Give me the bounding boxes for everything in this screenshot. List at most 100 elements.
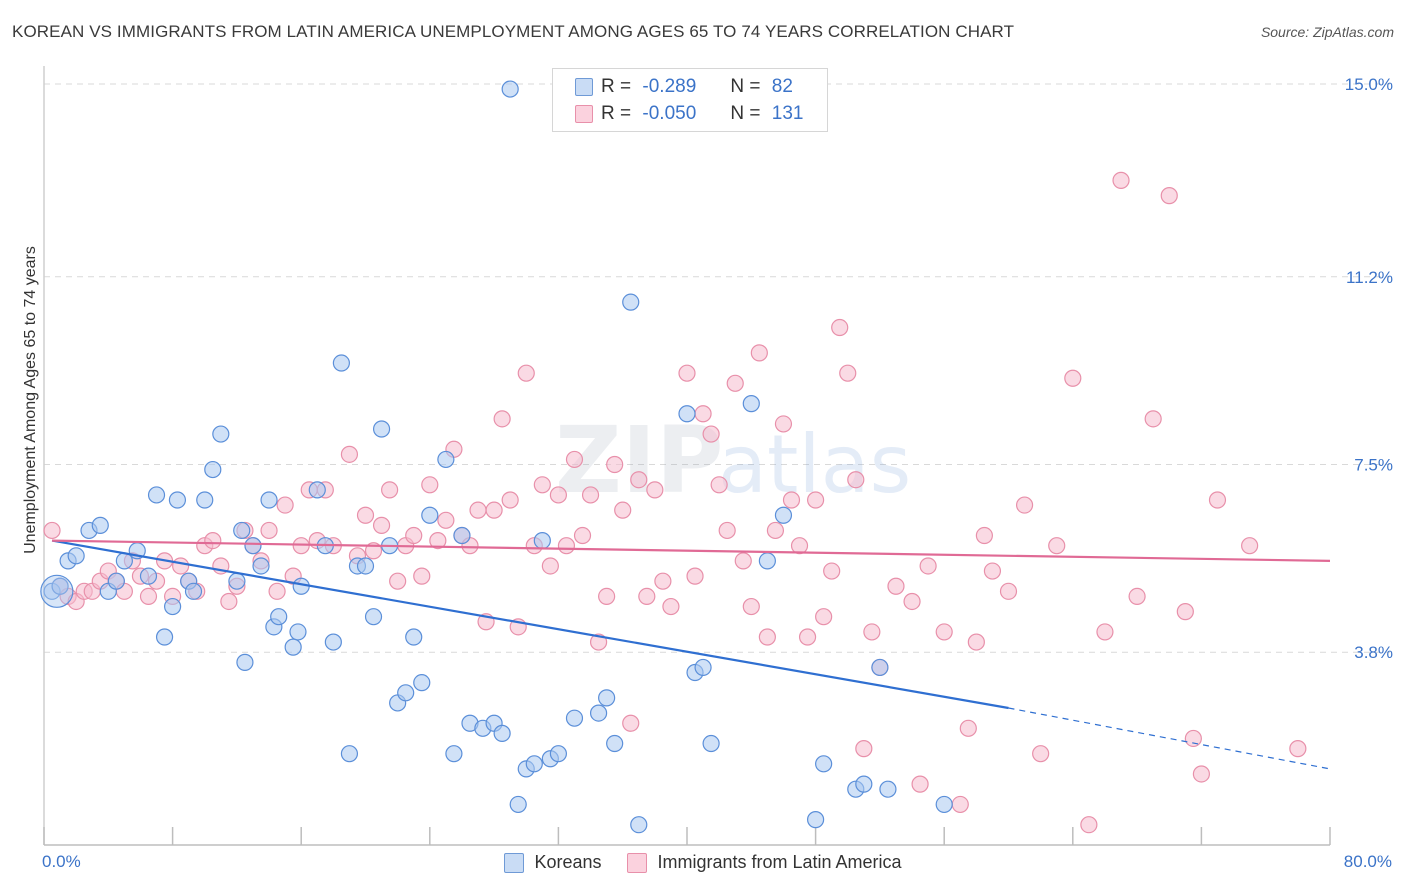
korean-point	[67, 547, 85, 565]
latin-point	[919, 557, 937, 575]
korean-point	[871, 658, 889, 677]
korean-point	[622, 293, 640, 311]
latin-point	[718, 521, 736, 540]
korean-point	[147, 486, 166, 504]
latin-point	[437, 511, 455, 529]
korean-trend-line	[51, 539, 1009, 710]
korean-trend-extension	[1008, 707, 1331, 770]
latin-point	[999, 582, 1018, 600]
latin-point	[485, 501, 503, 519]
korean-point	[356, 557, 375, 575]
latin-point	[678, 364, 696, 382]
latin-point	[581, 486, 600, 504]
korean-point	[184, 582, 203, 600]
latin-point	[557, 537, 576, 555]
korean-point	[598, 689, 616, 707]
latin-point	[847, 471, 865, 489]
watermark: ZIP atlas	[555, 407, 911, 514]
latin-point	[935, 623, 953, 641]
latin-r-label: R =	[601, 103, 632, 124]
y-tick-label: 11.2%	[1346, 268, 1393, 287]
latin-point	[606, 455, 624, 474]
latin-point	[806, 491, 825, 509]
latin-point	[646, 481, 664, 499]
korean-point	[855, 775, 873, 793]
latin-point	[798, 628, 817, 646]
legend-item-koreans: Koreans	[504, 852, 601, 873]
latin-point	[381, 481, 399, 499]
korean-point	[244, 537, 262, 555]
axes	[43, 66, 1331, 846]
korean-point	[164, 597, 182, 616]
korean-point	[421, 506, 439, 524]
korean-point	[284, 638, 302, 656]
latin-point	[782, 491, 801, 509]
y-tick-label: 7.5%	[1354, 456, 1393, 475]
korean-point	[397, 684, 415, 702]
latin-point	[911, 775, 929, 793]
y-axis-label-wrap: Unemployment Among Ages 65 to 74 years	[18, 120, 44, 680]
latin-point	[831, 318, 849, 337]
y-axis-label: Unemployment Among Ages 65 to 74 years	[22, 246, 39, 554]
latin-point	[276, 496, 294, 514]
legend-row-korean: R = -0.289 N = 82	[553, 74, 793, 100]
korean-point	[236, 653, 254, 671]
latin-point	[429, 531, 447, 550]
latin-point	[1208, 491, 1227, 509]
korean-swatch	[575, 78, 593, 96]
korean-r-label: R =	[601, 76, 632, 97]
korean-point	[493, 724, 511, 742]
latin-point	[1184, 729, 1202, 748]
korean-point	[340, 745, 359, 763]
korean-point	[678, 405, 696, 423]
latin-point	[565, 450, 584, 469]
latin-point	[1064, 369, 1082, 387]
korean-point	[91, 516, 109, 534]
series-legend: Koreans Immigrants from Latin America	[0, 852, 1406, 873]
latin-point	[734, 552, 752, 570]
legend-item-latin-america: Immigrants from Latin America	[627, 852, 902, 873]
latin-point	[959, 719, 977, 737]
latin-point	[710, 476, 728, 494]
latin-point	[389, 572, 407, 590]
korean-point	[51, 577, 69, 595]
korean-point	[758, 552, 776, 570]
latin-point	[469, 501, 487, 519]
latin-r-value: -0.050	[642, 103, 697, 124]
korean-point	[509, 795, 527, 814]
korean-point	[228, 572, 246, 590]
korean-point	[196, 491, 214, 509]
korean-point	[742, 395, 760, 413]
latin-point	[204, 531, 222, 550]
latin-point	[356, 506, 375, 524]
legend-row-latin: R = -0.050 N = 131	[553, 101, 803, 127]
chart-title: KOREAN VS IMMIGRANTS FROM LATIN AMERICA …	[12, 22, 1015, 41]
korean-r-value: -0.289	[642, 76, 697, 97]
stats-legend: R = -0.289 N = 82 R = -0.050 N = 131	[552, 68, 828, 132]
latin-swatch	[575, 105, 593, 123]
trend-lines	[51, 539, 1331, 770]
latin-point	[1112, 171, 1130, 189]
latin-point	[815, 608, 833, 626]
latin-point	[863, 623, 881, 641]
latin-point	[839, 364, 857, 382]
latin-point	[694, 405, 712, 423]
latin-point	[501, 491, 519, 509]
latin-point	[598, 587, 616, 606]
korean-point	[364, 608, 383, 626]
latin-point	[630, 471, 648, 489]
korean-point	[405, 628, 423, 646]
korean-point	[332, 354, 350, 372]
latin-point	[493, 410, 511, 428]
latin-point	[1192, 765, 1211, 783]
korean-point	[606, 734, 624, 753]
latin-point	[1144, 410, 1162, 428]
latin-point	[405, 526, 423, 545]
latin-point	[372, 516, 391, 534]
latin-point	[549, 486, 568, 504]
korean-point	[270, 608, 288, 626]
latin-point	[903, 592, 921, 611]
korean-point	[806, 811, 825, 829]
latin-point	[43, 521, 61, 540]
